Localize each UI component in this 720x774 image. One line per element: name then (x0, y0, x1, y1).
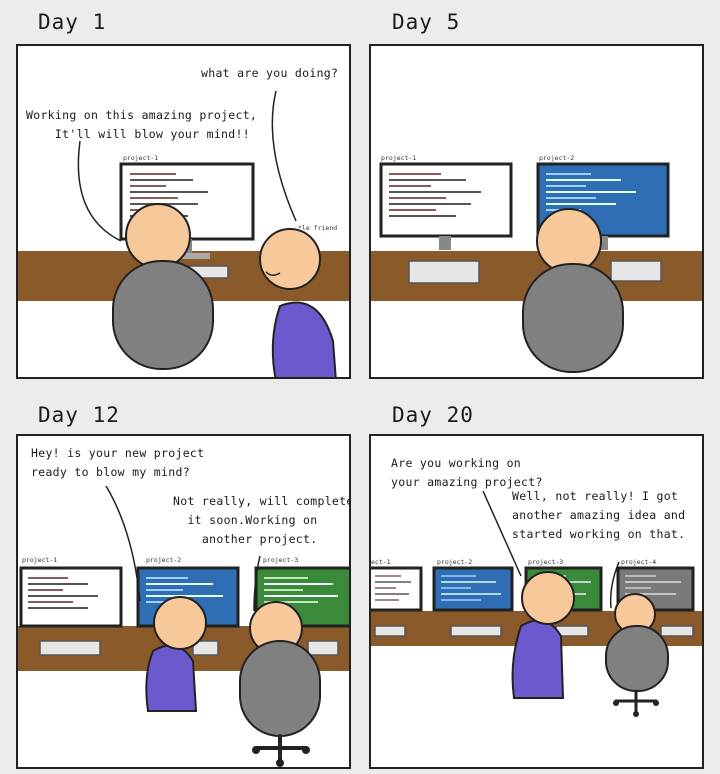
monitor-label-project-2: project-2 (539, 154, 575, 162)
day-20-illustration (371, 490, 702, 717)
monitor-label-project-2: project-2 (146, 556, 182, 564)
day-12-title: Day 12 (38, 403, 120, 427)
monitor-label-project-1: project-1 (123, 154, 159, 162)
monitor-label-project-1: project-1 (22, 556, 58, 564)
friend-speech: Are you working on your amazing project? (391, 456, 543, 489)
friend-speech: Hey! is your new project ready to blow m… (31, 446, 205, 479)
friend-label: *le friend (298, 224, 338, 232)
day-12-illustration (18, 485, 349, 767)
monitor-label-project-2: project-2 (437, 558, 473, 566)
panel-day-20: Are you working on your amazing project?… (369, 434, 704, 769)
day-5-illustration (371, 162, 702, 373)
panel-day-1: what are you doing? Working on this amaz… (16, 44, 351, 379)
monitor-label-project-4: project-4 (621, 558, 657, 566)
panel-day-5: project-1 project-2 (369, 44, 704, 379)
day-5-title: Day 5 (392, 10, 461, 34)
dev-speech: Working on this amazing project, It'll w… (26, 108, 258, 141)
monitor-label-project-1: project-1 (381, 154, 417, 162)
monitor-label-project-3: project-3 (528, 558, 564, 566)
monitor-label-project-3: project-3 (263, 556, 299, 564)
dev-speech: Well, not really! I got another amazing … (512, 489, 686, 541)
day-1-title: Day 1 (38, 10, 107, 34)
day-20-title: Day 20 (392, 403, 474, 427)
friend-speech: what are you doing? (201, 66, 339, 80)
monitor-label-project-1: ect-1 (371, 558, 391, 566)
panel-day-12: Hey! is your new project ready to blow m… (16, 434, 351, 769)
dev-speech: Not really, will complete it soon.Workin… (173, 494, 351, 546)
day-1-illustration (18, 90, 349, 377)
